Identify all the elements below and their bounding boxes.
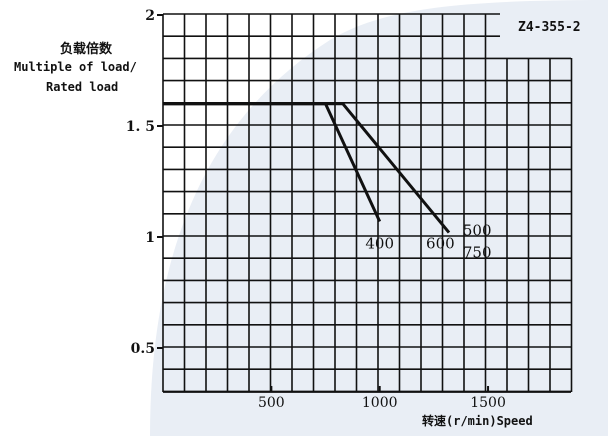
annotation-label: 600 bbox=[426, 235, 455, 253]
model-number: Z4-355-2 bbox=[518, 20, 581, 35]
series-line-400 bbox=[163, 102, 382, 223]
y-tick-label: 1. 5 bbox=[126, 119, 155, 135]
annotation-label: 500 bbox=[463, 221, 492, 239]
x-axis-label: 转速(r/min)Speed bbox=[422, 414, 533, 428]
y-axis-label-cn: 负载倍数 bbox=[60, 42, 113, 57]
x-tick-label: 500 bbox=[258, 395, 285, 411]
y-axis-label-en-line2: Rated load bbox=[46, 80, 119, 94]
y-tick-label: 2 bbox=[145, 8, 155, 24]
series-line-600 bbox=[163, 102, 451, 234]
annotation-label: 750 bbox=[463, 244, 492, 262]
y-tick-label: 1 bbox=[145, 230, 155, 246]
y-tick-label: 0.5 bbox=[131, 341, 155, 357]
annotation-label: 400 bbox=[365, 235, 394, 253]
x-tick-label: 1500 bbox=[470, 395, 506, 411]
y-axis-label-en-line1: Multiple of load/ bbox=[14, 60, 137, 74]
x-tick-label: 1000 bbox=[362, 395, 398, 411]
